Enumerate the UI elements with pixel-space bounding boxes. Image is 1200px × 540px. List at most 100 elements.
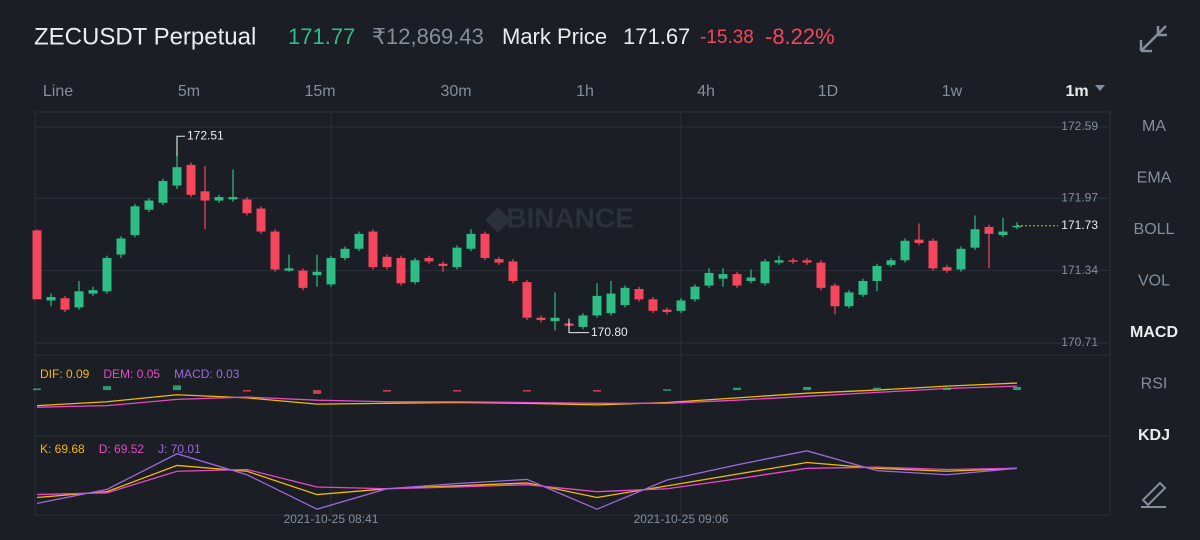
candle-body xyxy=(970,229,980,248)
candle-body xyxy=(606,293,616,314)
histogram-bar xyxy=(663,389,671,391)
candle-body xyxy=(410,260,420,283)
candle-body xyxy=(774,260,784,263)
watermark-logo xyxy=(485,207,511,233)
mark-label: Mark Price xyxy=(502,24,607,49)
indicator-legend: MACD: 0.03 xyxy=(174,367,240,381)
candle-body xyxy=(858,280,868,295)
candle-body xyxy=(788,260,798,262)
candle-body xyxy=(662,309,672,312)
timeframe-tab[interactable]: 1w xyxy=(942,83,963,100)
indicator-legend: J: 70.01 xyxy=(158,442,201,456)
candle-body xyxy=(214,197,224,201)
candle-body xyxy=(242,199,252,214)
low-marker xyxy=(568,318,589,334)
indicator-line xyxy=(36,385,1018,408)
indicator-line xyxy=(36,461,1018,499)
last-price-label: 171.73 xyxy=(1061,218,1098,232)
indicator-option[interactable]: BOLL xyxy=(1134,221,1175,238)
indicator-option[interactable]: MACD xyxy=(1130,324,1178,341)
candle-body xyxy=(634,289,644,300)
candle-body xyxy=(998,231,1008,235)
indicator-legend: D: 69.52 xyxy=(99,442,145,456)
histogram-bar xyxy=(733,387,741,391)
indicator-line xyxy=(36,382,1018,407)
timeframe-tab[interactable]: 1h xyxy=(576,83,594,100)
indicator-line xyxy=(36,450,1018,510)
timeframe-tab[interactable]: 15m xyxy=(304,83,335,100)
indicator-legend: DIF: 0.09 xyxy=(40,367,90,381)
candle-body xyxy=(718,274,728,279)
inr-price: ₹12,869.43 xyxy=(372,24,484,49)
candle-body xyxy=(186,164,196,195)
indicator-option[interactable]: KDJ xyxy=(1138,427,1170,444)
candle-body xyxy=(200,191,210,201)
candle-body xyxy=(340,248,350,258)
histogram-bar xyxy=(33,388,41,391)
timeframe-tab[interactable]: 30m xyxy=(440,83,471,100)
candle-body xyxy=(494,259,504,263)
candle-body xyxy=(830,285,840,307)
indicator-legend: DEM: 0.05 xyxy=(103,367,160,381)
candle-body xyxy=(382,256,392,268)
timeframe-tab[interactable]: Line xyxy=(43,83,73,100)
timeframe-tab[interactable]: 5m xyxy=(178,83,200,100)
candle-body xyxy=(130,206,140,235)
histogram-bar xyxy=(803,386,811,391)
candle-body xyxy=(102,257,112,292)
candle-body xyxy=(74,291,84,308)
candle-body xyxy=(354,233,364,249)
candle-body xyxy=(676,300,686,311)
indicator-option[interactable]: VOL xyxy=(1138,273,1170,290)
draw-tool-icon[interactable] xyxy=(1141,481,1167,508)
candle-body xyxy=(732,274,742,286)
histogram-bar xyxy=(523,390,531,392)
indicator-option[interactable]: EMA xyxy=(1137,170,1172,187)
histogram-bar xyxy=(383,390,391,392)
price-tick-label: 171.34 xyxy=(1061,263,1098,277)
candle-body xyxy=(690,286,700,300)
histogram-bar xyxy=(943,387,951,391)
change-pct: -8.22% xyxy=(765,24,835,49)
candle-body xyxy=(578,315,588,327)
candle-body xyxy=(172,167,182,186)
histogram-bar xyxy=(173,385,181,391)
candle-body xyxy=(648,299,658,311)
timeframe-tab[interactable]: 1D xyxy=(818,83,838,100)
candle-body xyxy=(466,233,476,249)
histogram-bar xyxy=(873,387,881,391)
watermark: BINANCE xyxy=(506,202,634,233)
candle-body xyxy=(32,230,42,300)
timeframe-tab[interactable]: 4h xyxy=(697,83,715,100)
candle-body xyxy=(508,261,518,281)
mark-price: 171.67 xyxy=(623,24,690,49)
low-label: 170.80 xyxy=(591,325,628,339)
histogram-bar xyxy=(103,386,111,391)
candle-body xyxy=(438,263,448,267)
candle-body xyxy=(900,240,910,261)
timeframe-tab[interactable]: 1m xyxy=(1065,83,1088,100)
candle-body xyxy=(312,271,322,276)
indicator-option[interactable]: RSI xyxy=(1141,376,1168,393)
candle-body xyxy=(984,226,994,234)
collapse-icon[interactable] xyxy=(1139,25,1167,53)
candle-body xyxy=(284,268,294,271)
time-tick-label: 2021-10-25 08:41 xyxy=(284,512,379,526)
candle-body xyxy=(914,239,924,244)
candle-body xyxy=(928,240,938,269)
indicator-line xyxy=(36,466,1018,496)
dropdown-arrow[interactable] xyxy=(1095,85,1105,91)
symbol: ZECUSDT Perpetual xyxy=(34,23,256,50)
candle-body xyxy=(116,238,126,255)
last-price: 171.77 xyxy=(288,24,355,49)
candle-body xyxy=(368,231,378,268)
candle-body xyxy=(452,247,462,268)
high-marker xyxy=(176,135,185,157)
indicator-option[interactable]: MA xyxy=(1142,118,1166,135)
candle-body xyxy=(88,290,98,294)
candle-body xyxy=(60,298,70,310)
histogram-bar xyxy=(453,390,461,392)
